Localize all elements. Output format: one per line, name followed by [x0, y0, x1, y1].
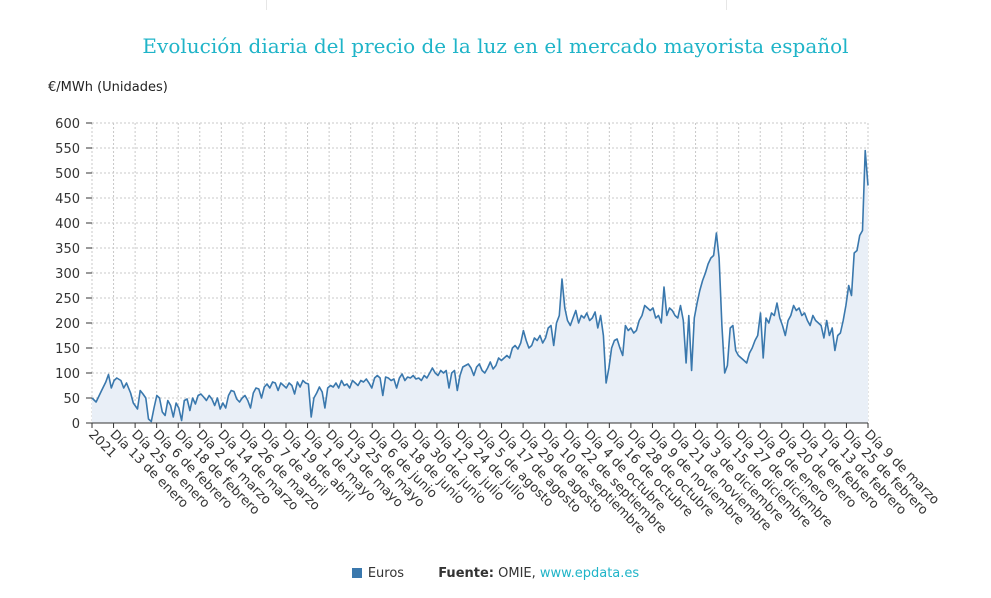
series-line-euros	[91, 149, 869, 423]
y-tick-label-450: 450	[55, 192, 80, 207]
y-tick-label-300: 300	[55, 267, 80, 282]
y-tick-label-250: 250	[55, 292, 80, 307]
y-tick-label-600: 600	[55, 117, 80, 132]
top-divider-left	[266, 0, 267, 10]
legend-label-euros[interactable]: Euros	[367, 566, 405, 581]
y-tick-label-200: 200	[55, 317, 80, 332]
y-tick-label-500: 500	[55, 167, 80, 182]
top-divider-right	[726, 0, 727, 10]
y-tick-label-350: 350	[55, 242, 80, 257]
source-link[interactable]: www.epdata.es	[539, 566, 640, 581]
y-tick-label-0: 0	[72, 417, 80, 432]
legend-swatch-euros	[351, 568, 362, 578]
y-tick-label-50: 50	[63, 392, 80, 407]
source-label: Fuente:	[438, 566, 494, 581]
y-axis-ticks: 0 50 100 150 200 250 300 350 400 450 500 550 600	[55, 117, 92, 432]
series-area	[92, 150, 868, 423]
chart-title: Evolución diaria del precio de la luz en…	[142, 34, 849, 58]
y-tick-label-400: 400	[55, 217, 80, 232]
source-separator: ,	[531, 566, 540, 581]
y-tick-label-550: 550	[55, 142, 80, 157]
y-axis-unit-label: €/MWh (Unidades)	[48, 80, 168, 95]
source-name: OMIE	[498, 566, 532, 581]
y-tick-label-150: 150	[55, 342, 80, 357]
legend: Euros Fuente: OMIE, www.epdata.es	[0, 566, 991, 581]
y-tick-label-100: 100	[55, 367, 80, 382]
